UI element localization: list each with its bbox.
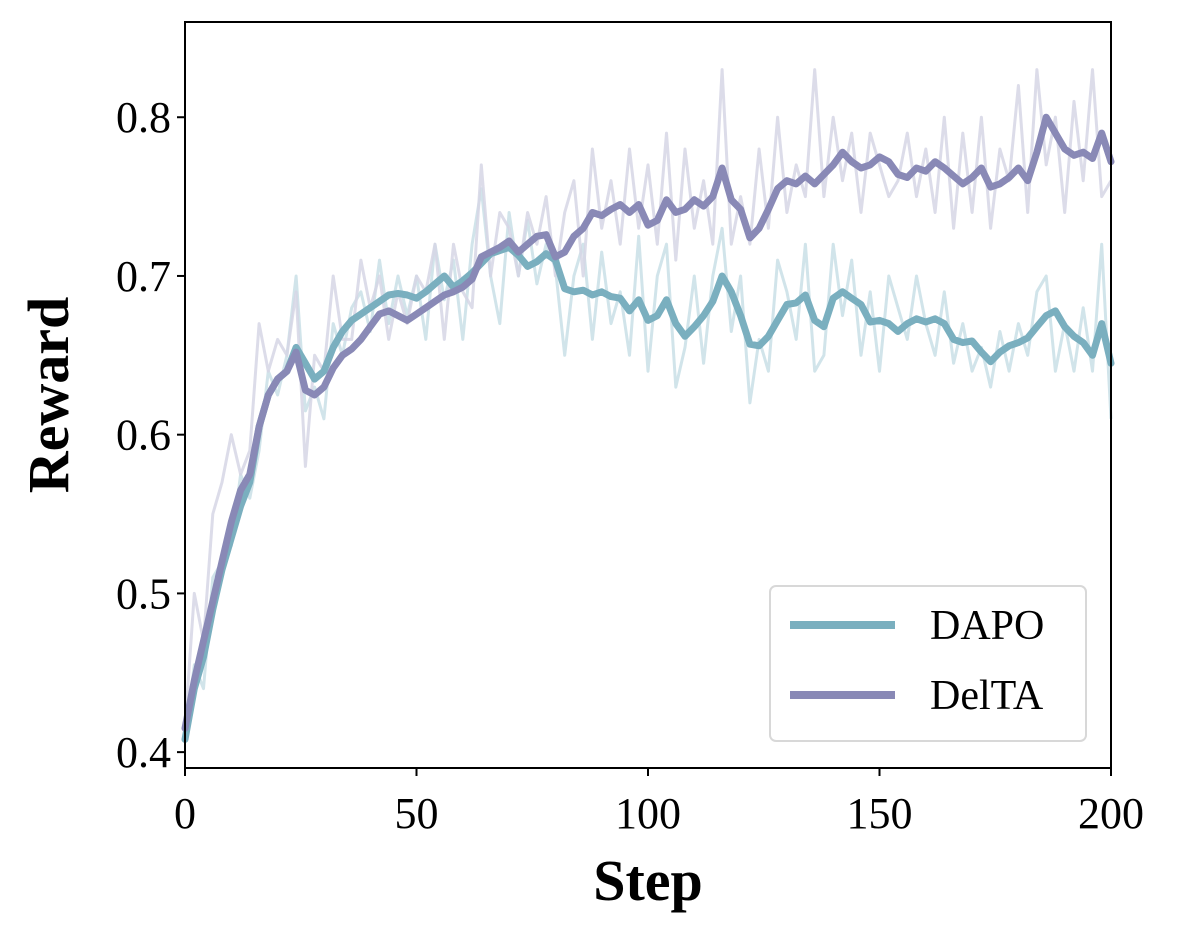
series-line-delta	[181, 113, 1115, 732]
x-tick-label: 100	[615, 789, 681, 838]
legend: DAPO DelTA	[769, 585, 1087, 742]
x-tick-label: 0	[174, 789, 196, 838]
legend-label-delta: DelTA	[930, 673, 1044, 719]
y-tick-label: 0.8	[116, 93, 171, 142]
x-axis-title: Step	[593, 848, 703, 913]
y-axis-title: Reward	[16, 297, 81, 494]
x-tick-label: 200	[1078, 789, 1144, 838]
y-tick-label: 0.5	[116, 569, 171, 618]
series-line-dapo-raw	[183, 187, 1113, 740]
y-tick-label: 0.4	[116, 728, 171, 777]
x-tick-label: 150	[847, 789, 913, 838]
x-axis: 0 50 100 150 200	[174, 768, 1144, 838]
smoothed-series-group	[181, 113, 1115, 743]
raw-series-group	[183, 68, 1113, 740]
series-line-delta-raw	[183, 68, 1113, 729]
series-line-dapo	[181, 243, 1115, 743]
y-tick-label: 0.7	[116, 252, 171, 301]
x-tick-label: 50	[395, 789, 439, 838]
y-axis: 0.4 0.5 0.6 0.7 0.8	[116, 93, 185, 777]
legend-label-dapo: DAPO	[930, 603, 1044, 649]
y-tick-label: 0.6	[116, 411, 171, 460]
